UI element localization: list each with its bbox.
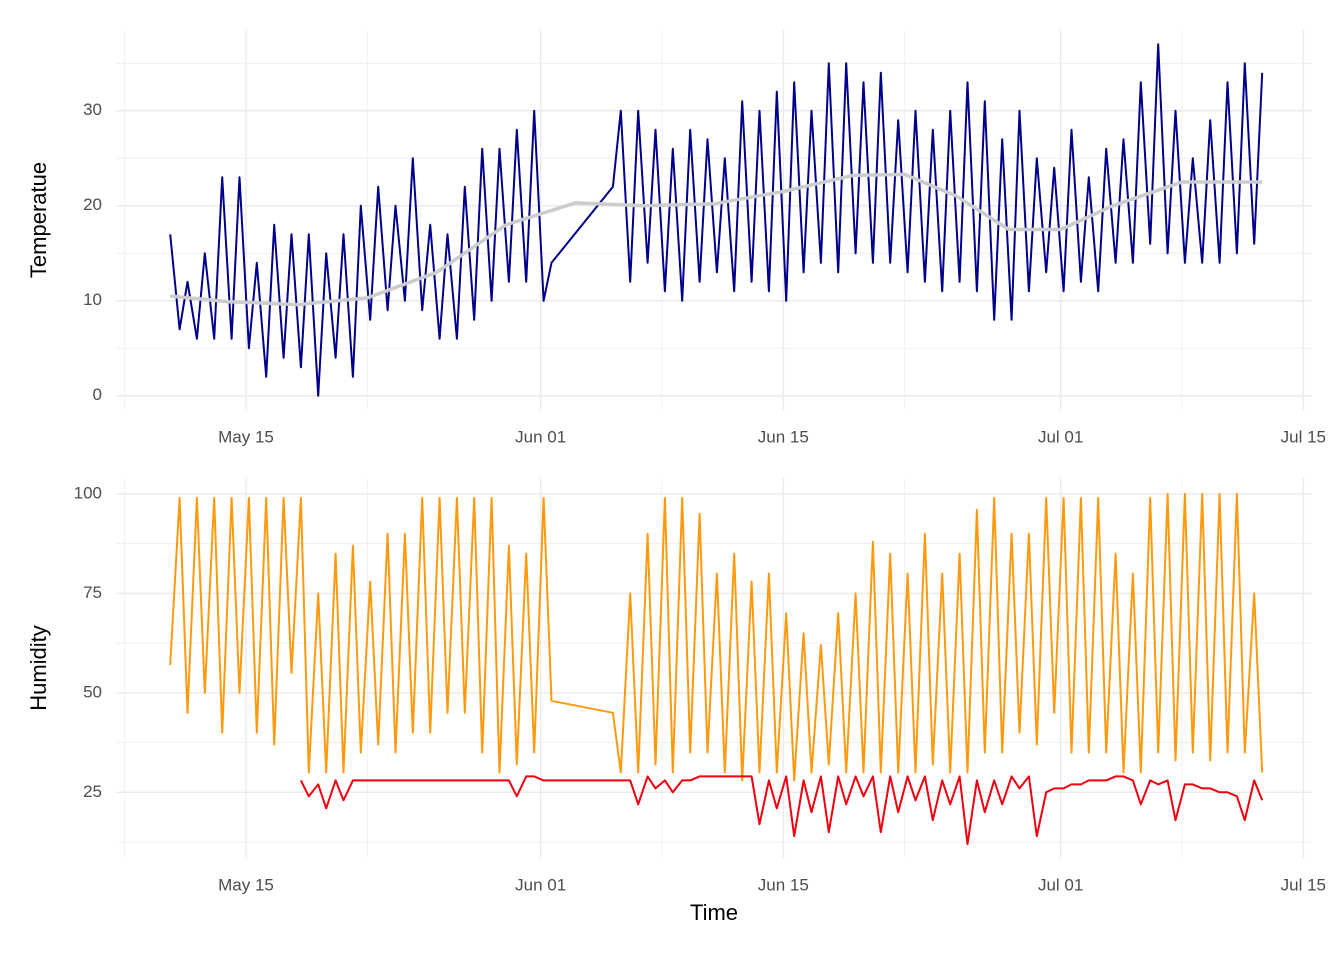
x-tick-label: May 15 <box>218 427 274 446</box>
x-tick-label: May 15 <box>218 875 274 894</box>
x-tick-label: Jun 01 <box>515 427 566 446</box>
y-tick-label: 75 <box>83 583 102 602</box>
y-tick-label: 30 <box>83 100 102 119</box>
line-series <box>169 43 1264 397</box>
y-tick-label: 50 <box>83 682 102 701</box>
x-tick-label: Jun 15 <box>758 875 809 894</box>
y-tick-label: 10 <box>83 290 102 309</box>
line-series <box>300 775 1264 846</box>
y-tick-label: 25 <box>83 782 102 801</box>
x-tick-label: Jul 15 <box>1281 427 1326 446</box>
y-tick-label: 0 <box>93 385 102 404</box>
y-tick-label: 100 <box>74 483 102 502</box>
x-tick-label: Jul 15 <box>1281 875 1326 894</box>
x-tick-label: Jun 15 <box>758 427 809 446</box>
x-tick-label: Jul 01 <box>1038 427 1083 446</box>
y-tick-label: 20 <box>83 195 102 214</box>
y-axis-title: Humidity <box>26 625 51 711</box>
x-tick-label: Jul 01 <box>1038 875 1083 894</box>
line-series <box>169 492 1264 782</box>
line-series <box>170 172 1263 307</box>
y-axis-title: Temperatue <box>26 162 51 278</box>
x-axis-title: Time <box>690 900 738 925</box>
x-tick-label: Jun 01 <box>515 875 566 894</box>
